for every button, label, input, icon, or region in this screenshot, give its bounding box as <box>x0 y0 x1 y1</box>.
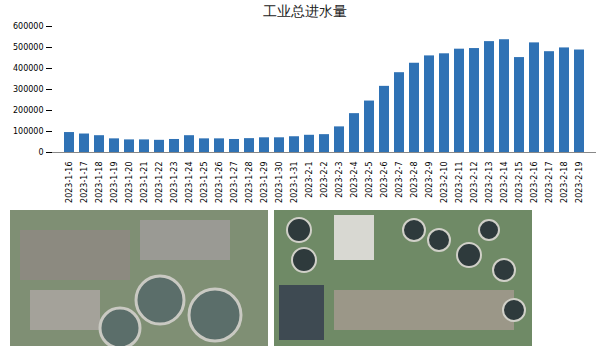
svg-text:0: 0 <box>38 148 43 157</box>
svg-text:2023-1-19: 2023-1-19 <box>110 162 119 203</box>
svg-text:2023-2-13: 2023-2-13 <box>485 162 494 203</box>
svg-text:2023-2-6: 2023-2-6 <box>380 162 389 198</box>
svg-text:2023-2-4: 2023-2-4 <box>350 162 359 198</box>
svg-text:2023-1-29: 2023-1-29 <box>260 162 269 203</box>
svg-text:500000: 500000 <box>13 43 44 52</box>
svg-text:2023-2-7: 2023-2-7 <box>395 162 404 198</box>
svg-text:2023-2-10: 2023-2-10 <box>440 162 449 203</box>
svg-text:2023-1-17: 2023-1-17 <box>80 162 89 203</box>
svg-text:2023-1-21: 2023-1-21 <box>140 162 149 203</box>
svg-text:2023-2-8: 2023-2-8 <box>410 162 419 198</box>
svg-text:2023-1-16: 2023-1-16 <box>65 162 74 203</box>
svg-text:2023-1-22: 2023-1-22 <box>155 162 164 203</box>
svg-text:2023-2-19: 2023-2-19 <box>575 162 584 203</box>
svg-text:2023-1-26: 2023-1-26 <box>215 162 224 203</box>
svg-text:2023-1-31: 2023-1-31 <box>290 162 299 203</box>
svg-text:600000: 600000 <box>13 22 44 31</box>
svg-text:2023-2-14: 2023-2-14 <box>500 162 509 203</box>
svg-text:2023-2-17: 2023-2-17 <box>545 162 554 203</box>
svg-text:2023-2-9: 2023-2-9 <box>425 162 434 198</box>
svg-text:2023-2-12: 2023-2-12 <box>470 162 479 203</box>
svg-text:200000: 200000 <box>13 106 44 115</box>
svg-text:300000: 300000 <box>13 85 44 94</box>
svg-text:2023-2-18: 2023-2-18 <box>560 162 569 203</box>
svg-text:100000: 100000 <box>13 127 44 136</box>
svg-text:2023-1-27: 2023-1-27 <box>230 162 239 203</box>
svg-text:2023-2-15: 2023-2-15 <box>515 162 524 203</box>
svg-text:2023-1-24: 2023-1-24 <box>185 162 194 203</box>
svg-text:2023-2-1: 2023-2-1 <box>305 162 314 198</box>
svg-text:2023-1-20: 2023-1-20 <box>125 162 134 203</box>
svg-text:2023-1-23: 2023-1-23 <box>170 162 179 203</box>
svg-text:2023-2-5: 2023-2-5 <box>365 162 374 198</box>
svg-text:2023-1-28: 2023-1-28 <box>245 162 254 203</box>
svg-text:2023-2-3: 2023-2-3 <box>335 162 344 198</box>
svg-text:2023-2-2: 2023-2-2 <box>320 162 329 198</box>
svg-text:400000: 400000 <box>13 64 44 73</box>
svg-text:2023-1-30: 2023-1-30 <box>275 162 284 203</box>
svg-text:2023-2-11: 2023-2-11 <box>455 162 464 203</box>
html-text:工业总进水量: 工业总进水量 <box>263 3 347 19</box>
svg-text:2023-1-25: 2023-1-25 <box>200 162 209 203</box>
svg-text:2023-1-18: 2023-1-18 <box>95 162 104 203</box>
svg-text:2023-2-16: 2023-2-16 <box>530 162 539 203</box>
